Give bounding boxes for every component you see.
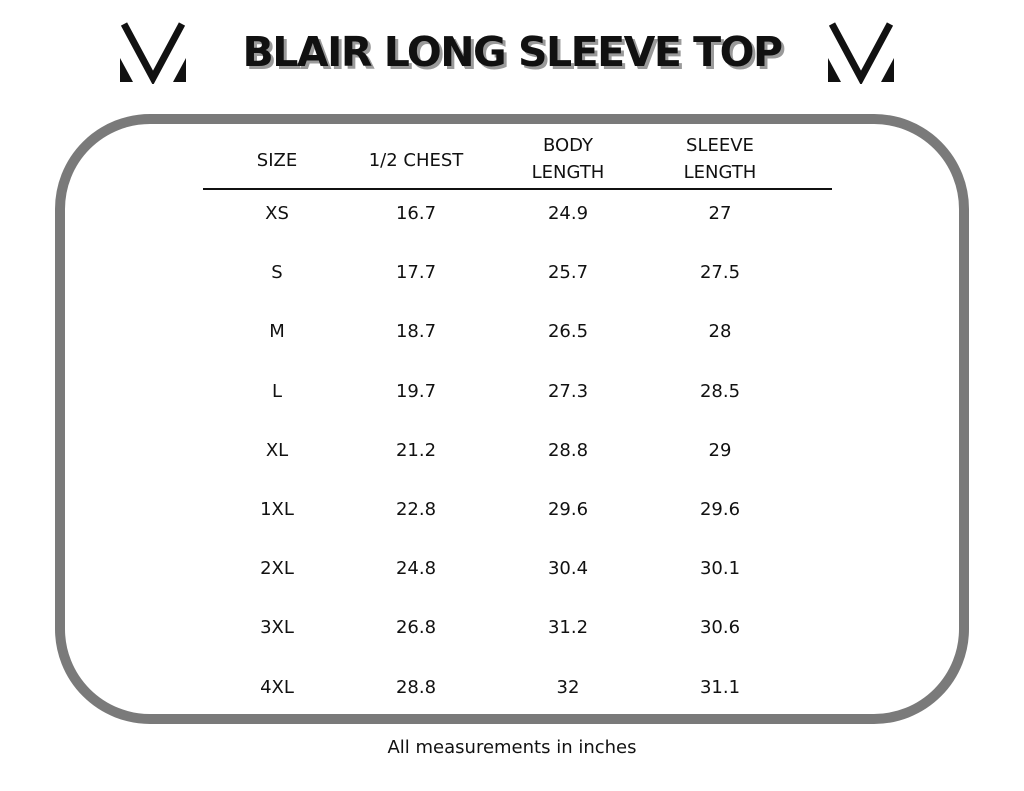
cell-half-chest: 21.2 <box>395 439 437 461</box>
cell-body-length: 28.8 <box>547 439 589 461</box>
cell-half-chest: 26.8 <box>395 617 437 639</box>
cell-body-length: 27.3 <box>547 380 589 402</box>
header-text: 1/2 CHEST <box>368 150 464 171</box>
cell-sleeve-length: 28.5 <box>699 380 741 402</box>
cell-body-length: 30.4 <box>547 558 589 580</box>
cell-size: L <box>271 380 283 402</box>
cell-size: S <box>271 262 283 284</box>
cell-body-length: 29.6 <box>547 499 589 520</box>
cell-sleeve-length: 30.6 <box>699 617 741 639</box>
size-chart-frame <box>55 114 969 724</box>
cell-size: XL <box>265 439 289 461</box>
cell-size: XS <box>265 203 289 224</box>
cell-size: 1XL <box>260 499 294 520</box>
cell-size: 3XL <box>260 617 294 639</box>
cell-half-chest: 18.7 <box>395 321 437 343</box>
cell-sleeve-length: 29 <box>708 439 732 461</box>
cell-body-length: 31.2 <box>547 617 589 639</box>
header-divider <box>203 188 832 190</box>
cell-sleeve-length: 27 <box>708 203 732 224</box>
cell-body-length: 32 <box>556 676 580 698</box>
cell-size: 4XL <box>260 676 294 698</box>
cell-half-chest: 22.8 <box>395 499 437 520</box>
cell-sleeve-length: 31.1 <box>699 676 741 698</box>
brand-logo-left <box>120 22 186 84</box>
cell-half-chest: 16.7 <box>395 203 437 224</box>
cell-body-length: 26.5 <box>547 321 589 343</box>
cell-size: M <box>269 321 285 343</box>
header-text: SIZE <box>256 150 298 171</box>
cell-size: 2XL <box>260 558 294 580</box>
cell-half-chest: 24.8 <box>395 558 437 580</box>
cell-body-length: 24.9 <box>547 203 589 224</box>
cell-half-chest: 28.8 <box>395 676 437 698</box>
measurement-note: All measurements in inches <box>387 737 637 758</box>
header-text: SLEEVE <box>686 135 754 156</box>
brand-logo-right <box>828 22 894 84</box>
cell-sleeve-length: 30.1 <box>699 558 741 580</box>
page-title: BLAIR LONG SLEEVE TOP <box>242 28 783 76</box>
header-text: LENGTH <box>531 162 605 183</box>
header-text: LENGTH <box>683 162 757 183</box>
column-header-sleeve-length: SLEEVE LENGTH <box>640 132 800 186</box>
cell-sleeve-length: 27.5 <box>699 262 741 284</box>
cell-body-length: 25.7 <box>547 262 589 284</box>
column-header-body-length: BODY LENGTH <box>488 132 648 186</box>
cell-sleeve-length: 29.6 <box>699 499 741 520</box>
cell-sleeve-length: 28 <box>708 321 732 343</box>
cell-half-chest: 19.7 <box>395 380 437 402</box>
column-header-half-chest: 1/2 CHEST <box>336 147 496 174</box>
column-header-size: SIZE <box>197 147 357 174</box>
header-text: BODY <box>542 135 594 156</box>
cell-half-chest: 17.7 <box>395 262 437 284</box>
